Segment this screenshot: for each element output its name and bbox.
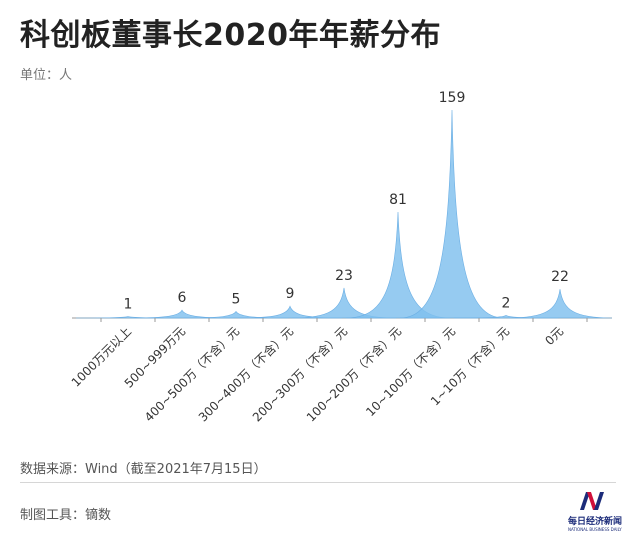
- brand-logo: 每日经济新闻 NATIONAL BUSINESS DAILY: [568, 490, 623, 536]
- brand-logo-en: NATIONAL BUSINESS DAILY: [568, 527, 622, 532]
- unit-label: 单位：人: [20, 68, 73, 83]
- brand-logo-cn: 每日经济新闻: [568, 517, 623, 527]
- value-label-4: 9: [286, 286, 295, 302]
- category-label-5: 200~300万（不含）元: [249, 324, 350, 425]
- chart-tool: 制图工具：镝数: [20, 508, 112, 523]
- value-label-3: 5: [232, 291, 241, 307]
- divider: [20, 482, 616, 483]
- value-label-7: 159: [439, 90, 466, 106]
- value-label-1: 1: [124, 297, 133, 313]
- value-label-2: 6: [178, 290, 187, 306]
- data-source: 数据来源：Wind（截至2021年7月15日）: [20, 462, 267, 477]
- peaks-layer: [75, 109, 613, 319]
- category-label-4: 300~400万（不含）元: [195, 324, 296, 425]
- value-label-8: 2: [502, 295, 511, 311]
- brand-logo-mark: [580, 492, 604, 510]
- category-label-9: 0元: [542, 324, 566, 348]
- value-label-9: 22: [551, 269, 569, 285]
- value-label-6: 81: [389, 192, 407, 208]
- peak-7: [399, 109, 505, 319]
- page-title: 科创板董事长2020年年薪分布: [20, 18, 441, 53]
- category-label-3: 400~500万（不含）元: [141, 324, 242, 425]
- value-label-5: 23: [335, 268, 353, 284]
- category-labels-layer: 1000万元以上500~999万元400~500万（不含）元300~400万（不…: [69, 324, 566, 425]
- category-label-6: 100~200万（不含）元: [303, 324, 404, 425]
- ticks-layer: [100, 318, 588, 322]
- peak-9: [507, 289, 613, 319]
- category-label-7: 10~100万（不含）元: [362, 324, 458, 420]
